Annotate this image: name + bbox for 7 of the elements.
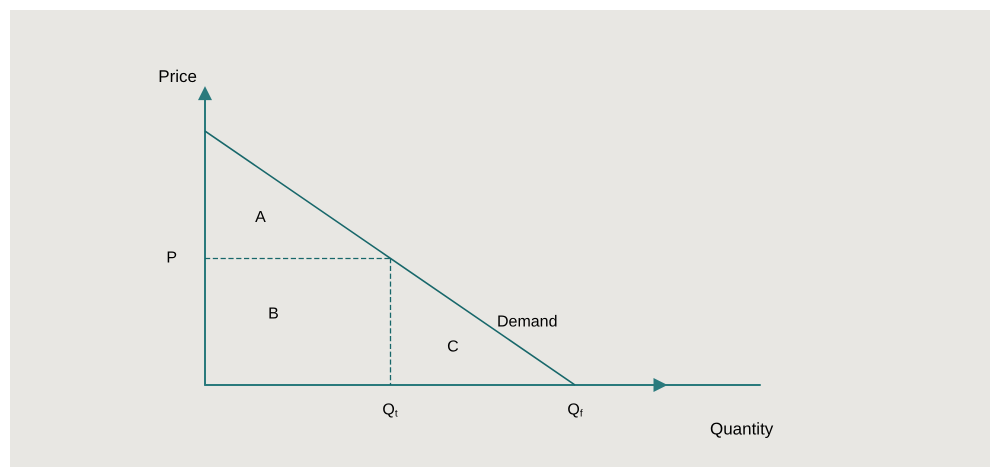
annotation: B xyxy=(268,305,279,322)
ref-line-label: P xyxy=(166,250,177,267)
annotation: A xyxy=(255,208,266,226)
y-axis-title: Price xyxy=(158,67,197,86)
series-label: Demand xyxy=(497,314,558,331)
annotation: C xyxy=(447,338,459,356)
x-axis-title: Quantity xyxy=(710,420,774,438)
